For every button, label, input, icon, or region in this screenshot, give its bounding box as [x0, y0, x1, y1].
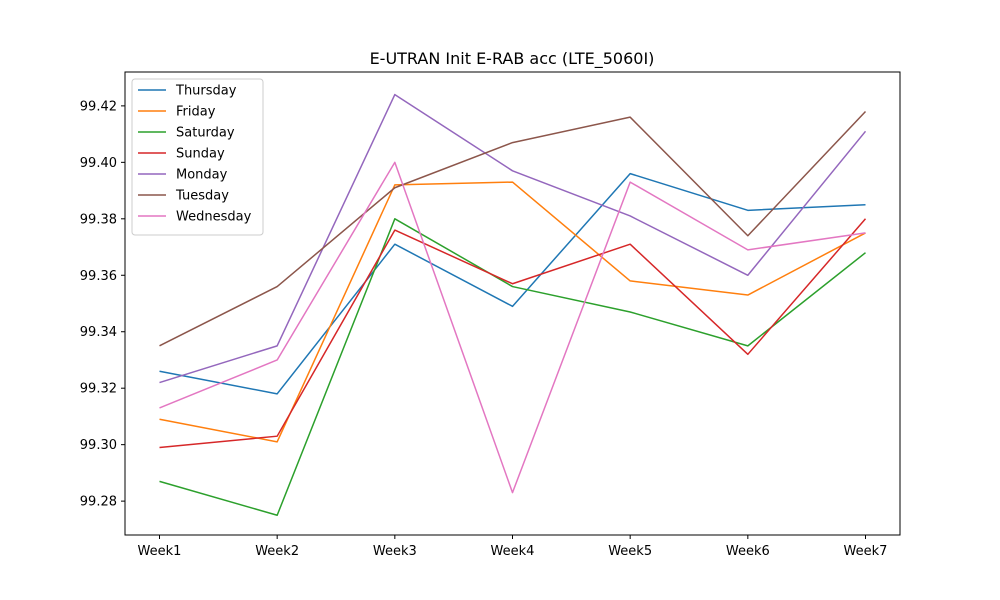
y-tick-label: 99.42: [80, 99, 117, 114]
legend: Thursday Friday Saturday Sunday Monday Tuesda…: [131, 78, 264, 236]
x-tick-label: Week5: [608, 544, 652, 559]
series-line-friday: [159, 181, 866, 443]
legend-label-sunday: Sunday: [176, 147, 225, 162]
y-tick-label: 99.36: [80, 269, 117, 284]
legend-label-friday: Friday: [176, 105, 216, 120]
legend-label-saturday: Saturday: [176, 126, 235, 141]
x-tick-label: Week4: [491, 544, 535, 559]
series-line-saturday: [159, 218, 866, 516]
axes: Week1 Week2 Week3 Week4 Week5 Week6 Week7 99.28…: [80, 99, 888, 559]
chart-title: E-UTRAN Init E-RAB acc (LTE_5060I): [370, 49, 655, 69]
legend-label-tuesday: Tuesday: [175, 189, 229, 204]
plot-area: [159, 93, 867, 516]
series-line-tuesday: [159, 111, 867, 347]
y-tick-label: 99.38: [80, 212, 117, 227]
y-tick-label: 99.30: [80, 438, 117, 453]
series-line-thursday: [159, 172, 866, 395]
y-tick-label: 99.34: [80, 325, 117, 340]
legend-label-monday: Monday: [176, 168, 228, 183]
series-line-sunday: [159, 218, 867, 449]
y-tick-label: 99.40: [80, 156, 117, 171]
y-tick-label: 99.32: [80, 382, 117, 397]
legend-box: [131, 78, 264, 236]
x-tick-label: Week6: [726, 544, 770, 559]
series-line-wednesday: [159, 161, 866, 494]
x-tick-label: Week2: [255, 544, 299, 559]
legend-label-thursday: Thursday: [175, 84, 237, 99]
x-tick-label: Week3: [373, 544, 417, 559]
x-tick-label: Week7: [844, 544, 888, 559]
y-tick-label: 99.28: [80, 495, 117, 510]
legend-label-wednesday: Wednesday: [176, 210, 252, 225]
series-line-monday: [159, 93, 867, 384]
x-tick-label: Week1: [138, 544, 182, 559]
